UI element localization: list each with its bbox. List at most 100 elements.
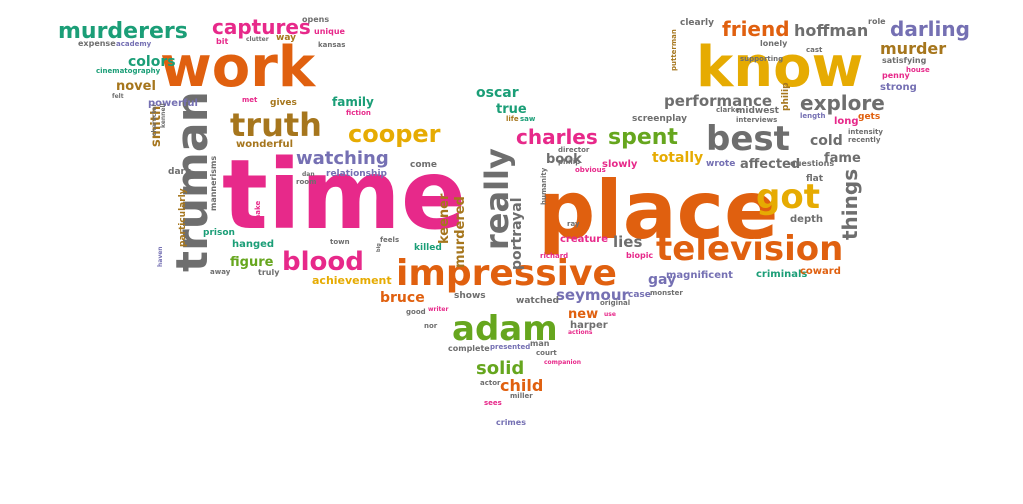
word-impressive: impressive (396, 253, 617, 294)
word-screenplay: screenplay (632, 114, 687, 124)
word-interviews: interviews (736, 116, 777, 124)
word-charles: charles (516, 125, 598, 149)
word-truth: truth (230, 106, 322, 144)
word-family: family (332, 95, 374, 109)
word-keener: keener (437, 193, 452, 244)
word-kennell: kennell (160, 103, 167, 128)
word-director: director (558, 146, 590, 154)
word-fame: fame (824, 151, 861, 166)
word-clutter: clutter (246, 36, 269, 43)
word-hoffman: hoffman (794, 21, 868, 40)
word-obvious: obvious (575, 166, 606, 174)
word-best: best (706, 119, 790, 159)
word-supporting: supporting (740, 55, 783, 63)
word-complete: complete (448, 344, 490, 353)
word-lies: lies (613, 233, 642, 251)
word-richard: richard (540, 252, 568, 260)
word-haven: haven (157, 246, 164, 267)
word-gay: gay (648, 272, 676, 288)
word-way: way (276, 33, 296, 43)
word-totally: totally (652, 150, 703, 166)
word-read: read (318, 179, 336, 187)
word-felt: felt (112, 93, 124, 100)
word-particularly: particularly (178, 188, 188, 247)
word-seymour: seymour (556, 286, 629, 304)
word-truly: truly (258, 268, 280, 277)
word-murdered: murdered (453, 196, 468, 268)
word-intensity: intensity (848, 128, 883, 136)
word-darling: darling (890, 17, 970, 41)
word-television: television (656, 229, 843, 269)
word-friend: friend (722, 17, 790, 41)
word-clarke: clarke (716, 106, 740, 114)
word-murderers: murderers (58, 19, 188, 44)
word-opens: opens (302, 15, 329, 24)
word-oscar: oscar (476, 85, 519, 101)
word-sees: sees (484, 399, 502, 407)
word-child: child (500, 376, 543, 395)
word-affected: affected (740, 157, 800, 172)
word-original: original (600, 299, 630, 307)
word-satisfying: satisfying (882, 56, 927, 65)
word-character: character (151, 104, 158, 136)
word-creature: creature (560, 234, 608, 245)
word-watched: watched (516, 296, 559, 306)
word-questions: questions (790, 159, 834, 168)
word-new: new (568, 307, 598, 322)
word-kansas: kansas (318, 41, 345, 49)
word-biopic: biopic (626, 251, 653, 260)
word-truman: truman (167, 91, 218, 272)
word-watching: watching (296, 148, 389, 169)
word-penny: penny (882, 71, 911, 80)
word-achievement: achievement (312, 274, 392, 287)
word-philip: philip (781, 82, 791, 111)
word-bit: bit (216, 37, 228, 46)
word-come: come (410, 160, 437, 170)
word-got: got (756, 177, 820, 217)
word-philip: philip (558, 158, 580, 166)
word-colors: colors (128, 54, 176, 70)
word-cooper: cooper (348, 120, 441, 148)
word-wrote: wrote (706, 159, 735, 169)
word-figure: figure (230, 255, 274, 270)
word-depth: depth (790, 214, 823, 225)
word-room: room (296, 178, 316, 186)
word-putterman: putterman (670, 29, 678, 71)
word-performance: performance (664, 92, 772, 110)
word-writer: writer (428, 306, 448, 313)
word-miller: miller (510, 392, 533, 400)
word-make: make (254, 201, 262, 222)
word-actor: actor (480, 379, 501, 387)
word-portrayal: portrayal (509, 197, 525, 270)
word-criminals: criminals (756, 269, 807, 280)
word-case: case (628, 290, 651, 300)
word-captures: captures (212, 15, 311, 39)
word-shows: shows (454, 291, 486, 301)
word-clearly: clearly (680, 18, 714, 28)
word-long: long (834, 116, 859, 127)
word-killed: killed (414, 243, 442, 253)
word-gets: gets (858, 112, 880, 122)
word-expense: expense (78, 39, 116, 48)
word-town: town (330, 238, 350, 246)
word-true: true (496, 102, 527, 117)
word-place: place (538, 164, 778, 257)
word-really: really (478, 148, 516, 250)
word-companion: companion (544, 359, 581, 366)
word-prison: prison (203, 228, 235, 238)
word-blood: blood (282, 247, 364, 277)
word-recently: recently (848, 136, 881, 144)
word-crimes: crimes (496, 418, 526, 427)
word-spent: spent (608, 125, 678, 150)
word-strong: strong (880, 82, 917, 93)
word-explore: explore (800, 91, 885, 115)
word-dark: dark (168, 167, 192, 177)
word-actions: actions (568, 329, 593, 336)
word-cast: cast (806, 46, 823, 54)
word-academy: academy (116, 40, 152, 48)
word-mannerisms: mannerisms (209, 156, 218, 211)
word-things: things (838, 169, 862, 240)
word-cinematography: cinematography (96, 67, 161, 75)
word-hanged: hanged (232, 239, 274, 250)
word-good: good (406, 308, 426, 316)
